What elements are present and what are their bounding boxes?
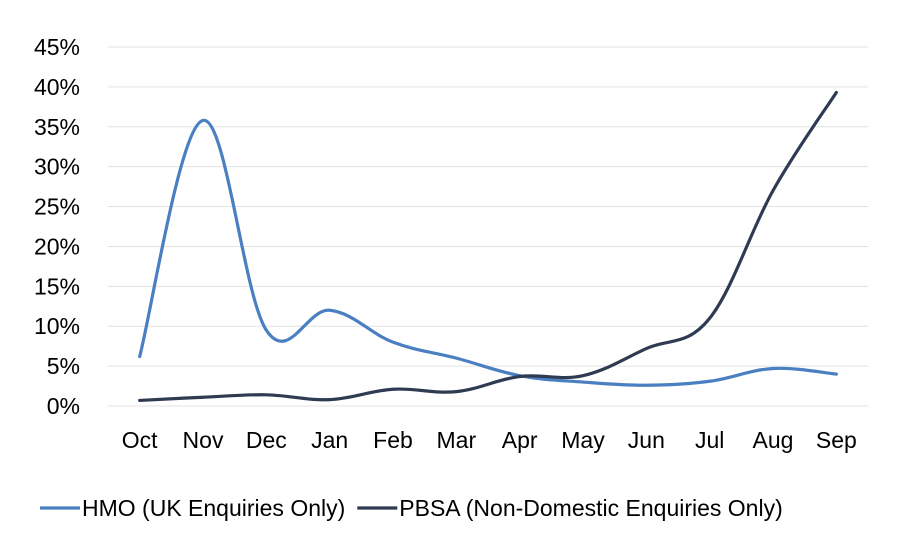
legend-label-2: PBSA (Non-Domestic Enquiries Only) — [399, 495, 782, 521]
x-tick-label: May — [561, 427, 605, 453]
series-line-1 — [138, 118, 838, 387]
y-tick-label: 35% — [34, 114, 80, 140]
x-tick-label: Nov — [183, 427, 224, 453]
series-points-2 — [139, 92, 837, 401]
y-tick-label: 0% — [47, 393, 80, 419]
x-tick-label: Feb — [373, 427, 413, 453]
series-points-1 — [139, 120, 837, 386]
y-tick-label: 20% — [34, 233, 80, 259]
x-tick-label: Dec — [246, 427, 287, 453]
y-tick-label: 5% — [47, 353, 80, 379]
series-lines — [138, 90, 838, 403]
x-tick-label: Apr — [502, 427, 538, 453]
x-axis-tick-labels: Oct Nov Dec Jan Feb Mar Apr May Jun Jul Aug Sep — [122, 427, 857, 453]
x-tick-label: Oct — [122, 427, 158, 453]
y-axis-tick-labels: 0% 5% 10% 15% 20% 25% 30% 35% 40% 45% — [34, 34, 80, 419]
y-tick-label: 25% — [34, 194, 80, 220]
y-tick-label: 30% — [34, 154, 80, 180]
y-tick-label: 40% — [34, 74, 80, 100]
y-tick-label: 15% — [34, 273, 80, 299]
y-tick-label: 45% — [34, 34, 80, 60]
legend-label-1: HMO (UK Enquiries Only) — [82, 495, 345, 521]
x-tick-label: Sep — [816, 427, 857, 453]
x-tick-label: Aug — [753, 427, 794, 453]
x-tick-label: Jan — [311, 427, 348, 453]
x-tick-label: Jul — [695, 427, 724, 453]
y-tick-label: 10% — [34, 313, 80, 339]
x-tick-label: Mar — [437, 427, 477, 453]
legend: HMO (UK Enquiries Only) PBSA (Non-Domesti… — [40, 495, 783, 521]
x-tick-label: Jun — [628, 427, 665, 453]
